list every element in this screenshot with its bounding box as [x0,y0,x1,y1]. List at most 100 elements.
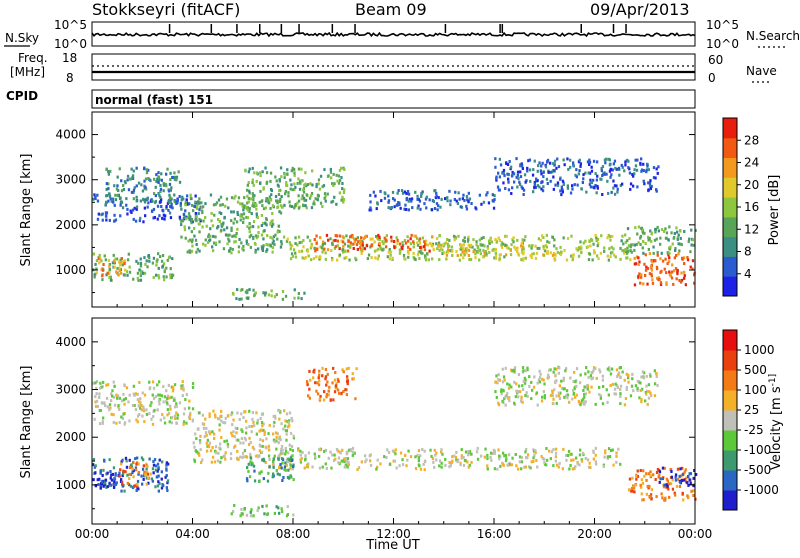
heatmap-cell [555,367,558,371]
heatmap-cell [572,380,575,383]
heatmap-cell [288,241,291,245]
heatmap-cell [139,216,142,220]
heatmap-cell [691,267,694,271]
heatmap-cell [147,168,150,172]
heatmap-cell [314,381,317,385]
heatmap-cell [374,194,377,198]
heatmap-cell [121,482,124,486]
heatmap-cell [278,511,281,515]
heatmap-cell [191,407,195,411]
heatmap-cell [484,447,487,451]
heatmap-cell [398,203,401,206]
heatmap-cell [285,438,288,442]
heatmap-cell [623,378,626,382]
heatmap-cell [572,161,575,165]
heatmap-cell [416,243,420,247]
heatmap-cell [332,184,335,187]
heatmap-cell [283,203,286,207]
heatmap-cell [535,177,538,181]
heatmap-cell [608,366,611,370]
heatmap-cell [595,462,598,466]
heatmap-cell [242,248,245,252]
heatmap-cell [166,258,169,262]
heatmap-cell [157,175,161,179]
heatmap-cell [98,253,101,257]
heatmap-cell [101,385,104,389]
heatmap-cell [124,397,127,401]
heatmap-cell [509,167,512,171]
heatmap-cell [360,460,363,464]
noise-sky-line [91,31,696,38]
heatmap-cell [308,387,311,391]
heatmap-cell [297,235,301,239]
heatmap-cell [115,187,119,191]
heatmap-cell [586,384,590,388]
heatmap-cell [162,182,165,185]
heatmap-cell [495,177,498,181]
heatmap-cell [299,181,302,185]
heatmap-cell [417,250,420,254]
heatmap-cell [522,252,525,256]
heatmap-cell [170,421,174,425]
heatmap-cell [559,245,562,249]
heatmap-cell [407,251,410,255]
heatmap-cell [407,208,410,212]
heatmap-cell [592,451,595,454]
heatmap-cell [192,209,195,213]
heatmap-cell [231,434,234,438]
heatmap-cell [230,210,233,214]
heatmap-cell [342,198,345,202]
heatmap-cell [232,509,235,513]
heatmap-cell [542,390,545,394]
heatmap-cell [445,257,448,261]
heatmap-cell [246,201,249,205]
heatmap-cell [431,457,435,461]
heatmap-cell [648,484,651,488]
heatmap-cell [244,168,247,172]
heatmap-cell [240,507,243,511]
heatmap-cell [610,449,613,452]
heatmap-cell [253,294,256,298]
heatmap-cell [513,380,516,384]
heatmap-cell [177,170,180,174]
heatmap-cell [458,258,461,262]
heatmap-cell [692,243,695,247]
heatmap-cell [424,258,428,262]
heatmap-cell [446,250,450,254]
heatmap-cell [277,441,280,445]
heatmap-cell [398,248,401,252]
heatmap-cell [319,256,322,259]
heatmap-cell [272,438,276,442]
heatmap-cell [653,382,657,386]
heatmap-cell [94,404,98,408]
heatmap-cell [156,469,159,473]
heatmap-cell [120,478,123,482]
heatmap-cell [415,236,419,240]
heatmap-cell [278,178,281,182]
heatmap-cell [615,451,618,455]
heatmap-cell [556,157,559,161]
heatmap-cell [435,451,438,455]
heatmap-cell [460,246,463,250]
heatmap-cell [383,196,387,200]
heatmap-cell [220,222,223,226]
heatmap-cell [158,380,161,384]
heatmap-cell [226,233,229,237]
heatmap-cell [198,201,201,205]
heatmap-cell [302,196,306,200]
heatmap-cell [222,221,225,225]
heatmap-cell [624,250,628,254]
heatmap-cell [160,172,163,176]
heatmap-cell [270,189,273,193]
heatmap-cell [142,407,145,411]
heatmap-cell [105,396,109,400]
heatmap-cell [646,164,649,168]
heatmap-cell [436,236,439,240]
heatmap-cell [158,402,161,406]
heatmap-cell [646,282,649,286]
heatmap-cell [275,447,278,451]
heatmap-cell [545,245,548,249]
heatmap-cell [199,434,202,438]
heatmap-cell [142,464,145,468]
heatmap-cell [260,421,264,424]
